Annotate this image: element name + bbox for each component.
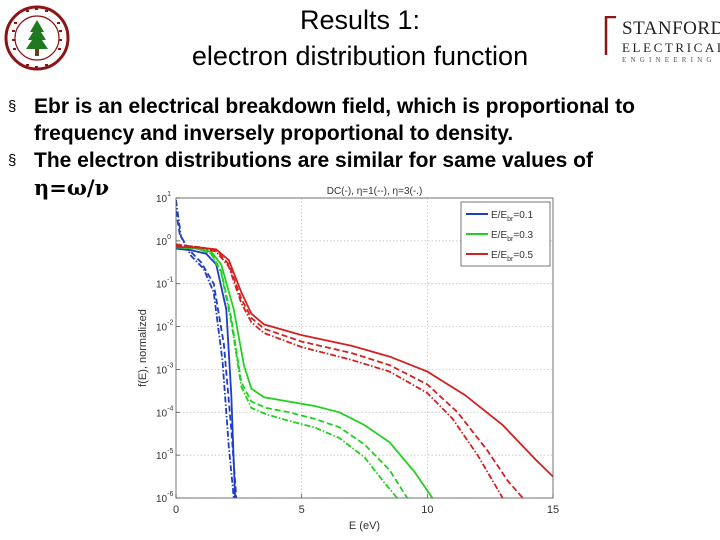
series-line (176, 244, 398, 498)
stanford-seal-icon (4, 5, 70, 71)
x-axis-label: E (eV) (349, 520, 380, 532)
bullet-item: § Ebr is an electrical breakdown field, … (6, 93, 718, 147)
y-tick-label: 10-3 (156, 362, 173, 376)
series-line (176, 243, 504, 498)
title-line-1: Results 1: (299, 5, 421, 35)
y-tick-label: 101 (156, 191, 171, 205)
logo-stanford: STANFORD (622, 18, 720, 39)
logo-bracket-icon (604, 16, 616, 55)
y-tick-label: 10-2 (156, 320, 173, 334)
series-line (176, 246, 434, 498)
stanford-ee-logo: STANFORD ELECTRICAL ENGINEERING (604, 12, 720, 68)
logo-electrical: ELECTRICAL (622, 40, 720, 55)
series-line (176, 246, 553, 478)
bullet-list: § Ebr is an electrical breakdown field, … (6, 93, 718, 202)
page-title: Results 1: electron distribution functio… (80, 2, 640, 74)
legend-entry: E/Ebr=0.1 (491, 210, 534, 223)
bullet-marker: § (8, 98, 17, 115)
y-axis-label: f(E), normalized (137, 309, 149, 387)
y-tick-label: 10-4 (156, 405, 173, 419)
chart-title: DC(-), η=1(--), η=3(-.) (327, 186, 423, 197)
bullet-formula: η=ω/ν (34, 175, 110, 200)
x-tick-label: 15 (547, 504, 559, 516)
series-line (176, 210, 238, 498)
x-tick-label: 5 (299, 504, 305, 516)
y-tick-label: 10-5 (156, 448, 173, 462)
series-line (176, 244, 524, 498)
bullet-item: § The electron distributions are similar… (6, 147, 718, 202)
axes-box (175, 197, 554, 499)
x-tick-label: 0 (173, 504, 179, 516)
bullet-text: Ebr is an electrical breakdown field, wh… (34, 95, 635, 145)
bullet-text: The electron distributions are similar f… (34, 149, 594, 172)
y-tick-label: 10-1 (156, 277, 173, 291)
series-line (176, 199, 235, 498)
x-tick-label: 10 (421, 504, 433, 516)
legend-entry: E/Ebr=0.5 (491, 250, 534, 263)
legend-entry: E/Ebr=0.3 (491, 230, 534, 243)
title-line-2: electron distribution function (191, 41, 529, 71)
y-tick-label: 100 (156, 234, 171, 248)
y-tick-label: 10-6 (156, 491, 173, 505)
logo-engineering: ENGINEERING (622, 56, 716, 64)
bullet-marker: § (8, 152, 17, 169)
